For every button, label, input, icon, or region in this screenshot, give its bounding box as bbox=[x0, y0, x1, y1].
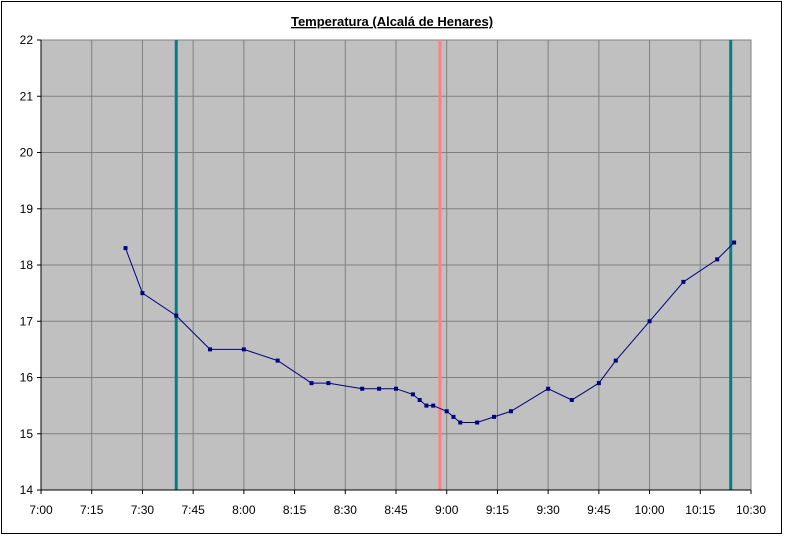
y-tick-label: 20 bbox=[20, 146, 34, 160]
data-point bbox=[360, 386, 365, 391]
data-point bbox=[208, 347, 213, 352]
data-point bbox=[475, 420, 480, 425]
data-point bbox=[431, 403, 436, 408]
y-tick-label: 21 bbox=[20, 89, 34, 103]
data-point bbox=[546, 386, 551, 391]
data-point bbox=[508, 409, 513, 414]
x-tick-label: 8:30 bbox=[334, 503, 358, 517]
data-point bbox=[444, 409, 449, 414]
data-point bbox=[569, 398, 574, 402]
y-tick-label: 18 bbox=[20, 258, 34, 272]
data-point bbox=[326, 381, 331, 386]
data-point bbox=[492, 414, 497, 419]
data-point bbox=[458, 420, 463, 425]
data-point bbox=[732, 240, 737, 245]
y-tick-label: 19 bbox=[20, 202, 34, 216]
x-tick-label: 7:00 bbox=[29, 503, 53, 517]
data-point bbox=[681, 279, 686, 284]
x-tick-label: 7:45 bbox=[181, 503, 205, 517]
data-point bbox=[174, 313, 179, 318]
chart-title: Temperatura (Alcalá de Henares) bbox=[291, 14, 493, 29]
data-point bbox=[123, 246, 128, 251]
data-point bbox=[596, 381, 601, 386]
x-tick-label: 9:15 bbox=[486, 503, 510, 517]
data-point bbox=[451, 414, 456, 419]
y-tick-label: 17 bbox=[20, 314, 34, 328]
data-point bbox=[417, 398, 422, 402]
y-tick-label: 22 bbox=[20, 33, 34, 47]
x-tick-label: 7:30 bbox=[131, 503, 155, 517]
x-tick-label: 9:45 bbox=[587, 503, 611, 517]
x-tick-label: 9:00 bbox=[435, 503, 459, 517]
y-tick-label: 14 bbox=[20, 483, 34, 497]
x-tick-label: 9:30 bbox=[536, 503, 560, 517]
data-point bbox=[424, 403, 429, 408]
data-point bbox=[140, 291, 145, 296]
x-tick-label: 10:30 bbox=[736, 503, 766, 517]
y-tick-label: 16 bbox=[20, 371, 34, 385]
x-tick-label: 10:15 bbox=[685, 503, 715, 517]
x-tick-label: 7:15 bbox=[80, 503, 104, 517]
data-point bbox=[241, 347, 246, 352]
data-point bbox=[377, 386, 382, 391]
data-point bbox=[715, 257, 720, 262]
y-tick-label: 15 bbox=[20, 427, 34, 441]
data-point bbox=[394, 386, 398, 391]
x-tick-label: 10:00 bbox=[635, 503, 665, 517]
data-point bbox=[275, 358, 280, 363]
data-point bbox=[410, 392, 415, 397]
data-point bbox=[613, 358, 618, 363]
x-tick-label: 8:15 bbox=[283, 503, 307, 517]
data-point bbox=[647, 319, 652, 324]
x-tick-label: 8:45 bbox=[384, 503, 408, 517]
data-point bbox=[309, 381, 314, 386]
x-tick-label: 8:00 bbox=[232, 503, 256, 517]
